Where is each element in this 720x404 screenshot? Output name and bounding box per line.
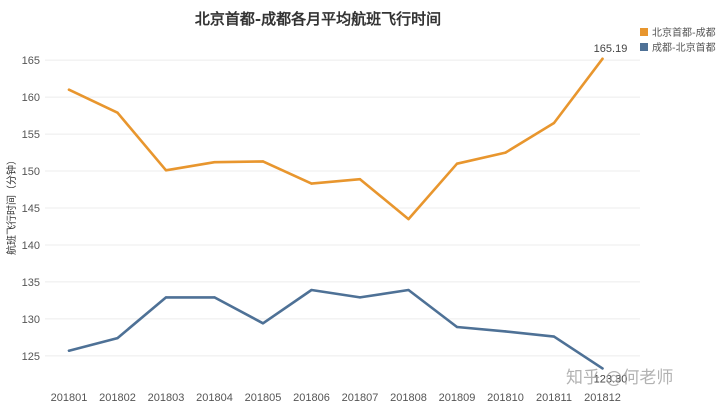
x-tick-label: 201808 (390, 392, 427, 404)
y-tick-label: 130 (22, 314, 40, 326)
y-tick-label: 125 (22, 351, 40, 363)
x-tick-label: 201805 (245, 392, 282, 404)
x-tick-label: 201806 (293, 392, 330, 404)
data-point (601, 57, 604, 60)
x-tick-label: 201811 (536, 392, 572, 404)
x-tick-label: 201812 (584, 392, 621, 404)
x-tick-label: 201802 (99, 392, 136, 404)
data-point (504, 330, 507, 333)
end-value-label: 123.30 (594, 373, 628, 385)
data-point (67, 88, 71, 91)
data-point (261, 322, 265, 325)
x-tick-label: 201809 (439, 392, 476, 404)
gridlines (45, 59, 640, 357)
data-point (455, 325, 459, 329)
end-labels: 165.19 123.30 (594, 43, 628, 386)
data-point (116, 336, 119, 340)
data-point (455, 162, 459, 165)
x-tick-label: 201803 (148, 392, 185, 404)
watermark-text: 知乎 @何老师 (566, 368, 673, 388)
data-point (116, 111, 119, 114)
legend-swatch (640, 43, 648, 51)
y-tick-label: 155 (22, 129, 40, 141)
y-axis-ticks: 125 130 135 140 145 150 155 160 165 (22, 55, 40, 363)
y-tick-label: 160 (22, 92, 40, 104)
data-point (213, 160, 216, 164)
legend-swatch (640, 28, 648, 36)
legend-label: 成都-北京首都 (652, 41, 716, 54)
data-point (67, 349, 71, 352)
y-tick-label: 140 (22, 240, 40, 252)
data-point (552, 121, 556, 125)
x-axis-ticks: 201801 201802 201803 201804 201805 201806 2018… (51, 392, 621, 404)
data-point (552, 335, 556, 338)
y-tick-label: 145 (22, 203, 40, 215)
series-lines (67, 57, 604, 370)
data-point (407, 288, 410, 292)
y-axis-label: 航班飞行时间（分钟） (5, 155, 18, 255)
y-tick-label: 165 (22, 55, 40, 67)
series-line-1 (67, 57, 604, 221)
series-line-2 (67, 288, 604, 370)
legend-label: 北京首都-成都 (652, 26, 716, 39)
y-tick-label: 135 (22, 277, 40, 289)
x-tick-label: 201810 (487, 392, 524, 404)
data-point (358, 177, 362, 181)
data-point (601, 367, 604, 370)
data-point (358, 296, 362, 299)
y-tick-label: 150 (22, 166, 40, 178)
data-point (164, 169, 168, 172)
chart-title: 北京首都-成都各月平均航班飞行时间 (195, 10, 441, 28)
data-point (164, 296, 168, 299)
data-point (310, 288, 313, 292)
data-point (407, 217, 410, 221)
x-tick-label: 201807 (342, 392, 379, 404)
data-point (504, 151, 507, 154)
data-point (261, 160, 265, 163)
data-point (310, 182, 313, 185)
x-tick-label: 201804 (196, 392, 233, 404)
x-tick-label: 201801 (51, 392, 88, 404)
end-value-label: 165.19 (594, 43, 628, 55)
data-point (213, 296, 216, 299)
